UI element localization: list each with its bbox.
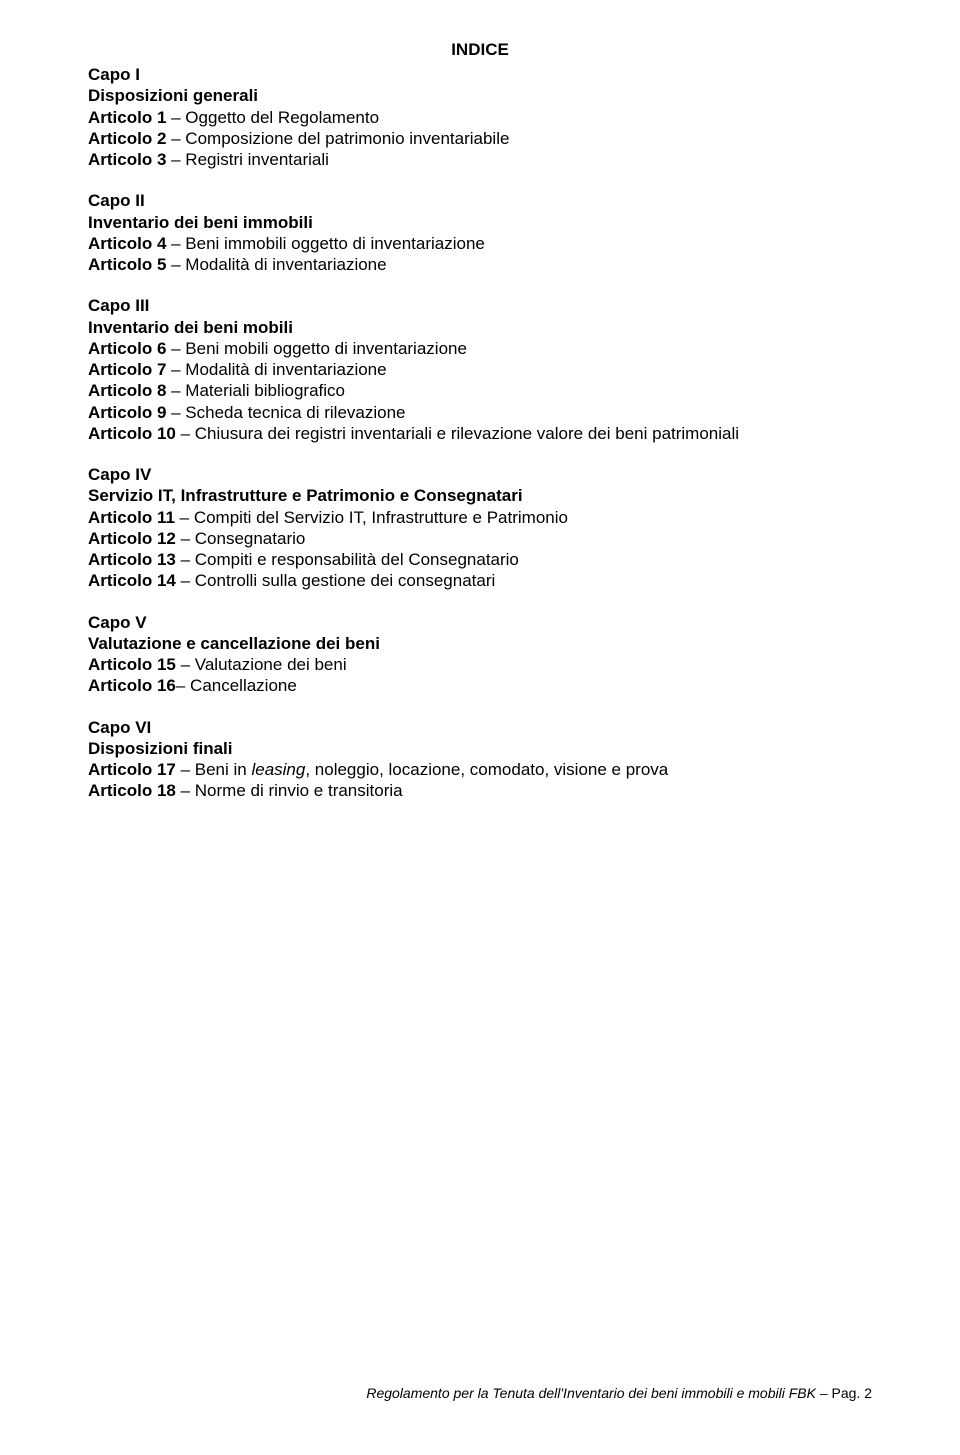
section-subtitle: Disposizioni finali: [88, 738, 872, 759]
entry-text: – Beni immobili oggetto di inventariazio…: [166, 234, 484, 253]
entry-text: – Modalità di inventariazione: [166, 255, 386, 274]
entry-text-post: , noleggio, locazione, comodato, visione…: [305, 760, 668, 779]
index-entry: Articolo 7 – Modalità di inventariazione: [88, 359, 872, 380]
entry-text: – Beni mobili oggetto di inventariazione: [166, 339, 467, 358]
index-entry: Articolo 12 – Consegnatario: [88, 528, 872, 549]
index-sections: Capo IDisposizioni generaliArticolo 1 – …: [88, 64, 872, 802]
section-capo: Capo VI: [88, 717, 872, 738]
entry-label: Articolo 17: [88, 760, 176, 779]
entry-label: Articolo 3: [88, 150, 166, 169]
entry-label: Articolo 7: [88, 360, 166, 379]
section-subtitle: Valutazione e cancellazione dei beni: [88, 633, 872, 654]
page-footer: Regolamento per la Tenuta dell'Inventari…: [366, 1385, 872, 1401]
index-entry: Articolo 13 – Compiti e responsabilità d…: [88, 549, 872, 570]
entry-text: – Composizione del patrimonio inventaria…: [166, 129, 509, 148]
entry-label: Articolo 16: [88, 676, 176, 695]
entry-text: – Consegnatario: [176, 529, 305, 548]
document-page: INDICE Capo IDisposizioni generaliArtico…: [0, 0, 960, 802]
index-section: Capo VValutazione e cancellazione dei be…: [88, 612, 872, 697]
section-capo: Capo III: [88, 295, 872, 316]
index-entry: Articolo 16– Cancellazione: [88, 675, 872, 696]
entry-label: Articolo 4: [88, 234, 166, 253]
entry-text: – Valutazione dei beni: [176, 655, 347, 674]
entry-text: – Compiti e responsabilità del Consegnat…: [176, 550, 519, 569]
entry-text: – Oggetto del Regolamento: [166, 108, 379, 127]
index-entry: Articolo 11 – Compiti del Servizio IT, I…: [88, 507, 872, 528]
index-section: Capo IIInventario dei beni immobiliArtic…: [88, 190, 872, 275]
index-entry: Articolo 3 – Registri inventariali: [88, 149, 872, 170]
index-section: Capo IIIInventario dei beni mobiliArtico…: [88, 295, 872, 444]
index-entry: Articolo 14 – Controlli sulla gestione d…: [88, 570, 872, 591]
entry-label: Articolo 18: [88, 781, 176, 800]
section-subtitle: Disposizioni generali: [88, 85, 872, 106]
entry-text: – Scheda tecnica di rilevazione: [166, 403, 405, 422]
index-section: Capo VIDisposizioni finaliArticolo 17 – …: [88, 717, 872, 802]
entry-label: Articolo 1: [88, 108, 166, 127]
entry-label: Articolo 5: [88, 255, 166, 274]
index-entry: Articolo 15 – Valutazione dei beni: [88, 654, 872, 675]
entry-text: – Cancellazione: [176, 676, 297, 695]
section-subtitle: Inventario dei beni immobili: [88, 212, 872, 233]
entry-label: Articolo 2: [88, 129, 166, 148]
index-entry: Articolo 2 – Composizione del patrimonio…: [88, 128, 872, 149]
entry-text: – Modalità di inventariazione: [166, 360, 386, 379]
index-entry: Articolo 10 – Chiusura dei registri inve…: [88, 423, 872, 444]
entry-text: – Controlli sulla gestione dei consegnat…: [176, 571, 495, 590]
entry-text: – Norme di rinvio e transitoria: [176, 781, 403, 800]
footer-text: Regolamento per la Tenuta dell'Inventari…: [366, 1385, 831, 1401]
section-subtitle: Servizio IT, Infrastrutture e Patrimonio…: [88, 485, 872, 506]
section-capo: Capo I: [88, 64, 872, 85]
entry-label: Articolo 10: [88, 424, 176, 443]
footer-page-number: Pag. 2: [832, 1385, 872, 1401]
entry-label: Articolo 15: [88, 655, 176, 674]
index-entry: Articolo 1 – Oggetto del Regolamento: [88, 107, 872, 128]
section-capo: Capo IV: [88, 464, 872, 485]
index-entry: Articolo 5 – Modalità di inventariazione: [88, 254, 872, 275]
entry-text: – Registri inventariali: [166, 150, 329, 169]
entry-text: – Compiti del Servizio IT, Infrastruttur…: [175, 508, 568, 527]
entry-label: Articolo 9: [88, 403, 166, 422]
entry-text-italic: leasing: [251, 760, 305, 779]
entry-label: Articolo 11: [88, 508, 175, 527]
index-section: Capo IDisposizioni generaliArticolo 1 – …: [88, 64, 872, 170]
section-capo: Capo II: [88, 190, 872, 211]
index-entry: Articolo 8 – Materiali bibliografico: [88, 380, 872, 401]
entry-label: Articolo 12: [88, 529, 176, 548]
entry-label: Articolo 8: [88, 381, 166, 400]
entry-text-pre: – Beni in: [176, 760, 252, 779]
section-subtitle: Inventario dei beni mobili: [88, 317, 872, 338]
index-entry: Articolo 9 – Scheda tecnica di rilevazio…: [88, 402, 872, 423]
entry-text: – Materiali bibliografico: [166, 381, 345, 400]
entry-text: – Chiusura dei registri inventariali e r…: [176, 424, 739, 443]
index-entry: Articolo 6 – Beni mobili oggetto di inve…: [88, 338, 872, 359]
index-entry: Articolo 17 – Beni in leasing, noleggio,…: [88, 759, 872, 780]
entry-label: Articolo 14: [88, 571, 176, 590]
section-capo: Capo V: [88, 612, 872, 633]
entry-label: Articolo 6: [88, 339, 166, 358]
index-entry: Articolo 4 – Beni immobili oggetto di in…: [88, 233, 872, 254]
index-title: INDICE: [88, 40, 872, 60]
entry-label: Articolo 13: [88, 550, 176, 569]
index-section: Capo IVServizio IT, Infrastrutture e Pat…: [88, 464, 872, 592]
index-entry: Articolo 18 – Norme di rinvio e transito…: [88, 780, 872, 801]
